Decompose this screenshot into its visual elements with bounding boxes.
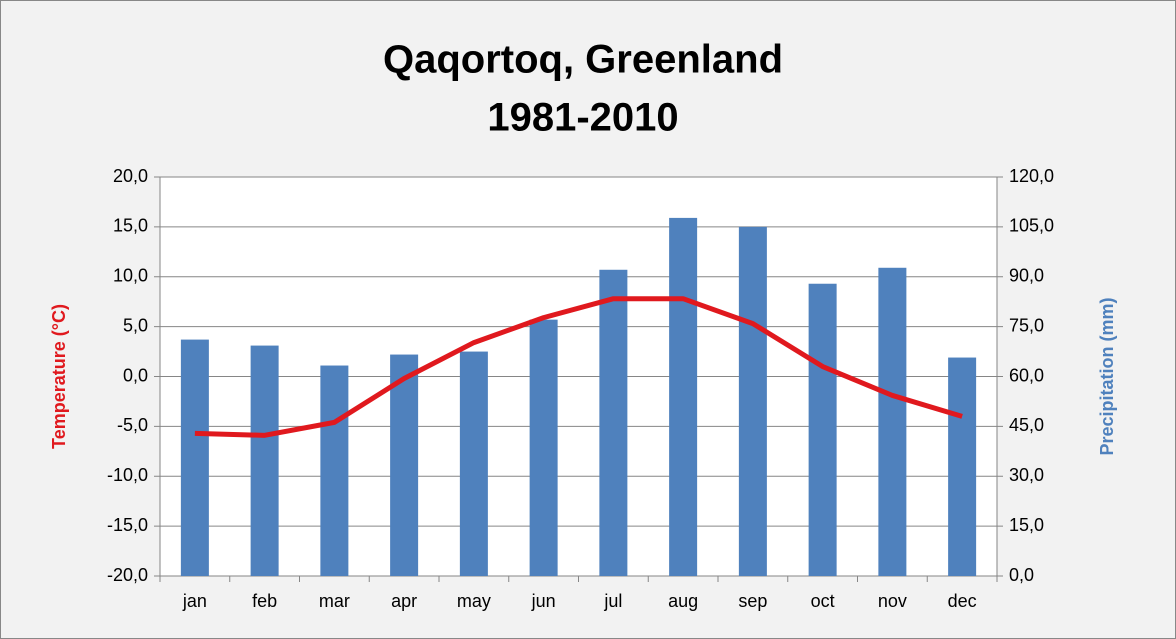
x-tick-label: aug: [668, 591, 698, 611]
bar: [320, 365, 349, 576]
y-tick-label: -15,0: [107, 515, 148, 535]
bar: [180, 339, 209, 576]
chart-title: Qaqortoq, Greenland: [383, 38, 783, 82]
bar: [738, 226, 767, 576]
x-tick-label: dec: [948, 591, 977, 611]
y2-tick-label: 15,0: [1009, 515, 1044, 535]
bar: [878, 267, 907, 576]
bar: [529, 319, 558, 576]
bar: [390, 354, 419, 576]
y-tick-label: 0,0: [123, 365, 148, 385]
y-tick-label: -5,0: [117, 415, 148, 435]
y2-tick-label: 75,0: [1009, 315, 1044, 335]
y-axis-title: Temperature (°C): [49, 304, 69, 449]
line: [194, 296, 963, 438]
x-tick-label: oct: [811, 591, 835, 611]
y-tick-label: 15,0: [113, 216, 148, 236]
y-tick-label: -20,0: [107, 565, 148, 585]
x-tick-label: may: [457, 591, 491, 611]
x-tick-label: jun: [531, 591, 556, 611]
x-tick-label: nov: [878, 591, 907, 611]
y2-tick-label: 60,0: [1009, 365, 1044, 385]
y-tick-label: -10,0: [107, 465, 148, 485]
bar: [250, 345, 279, 576]
y-tick-label: 5,0: [123, 315, 148, 335]
x-tick-label: sep: [738, 591, 767, 611]
y2-tick-label: 0,0: [1009, 565, 1034, 585]
y2-axis-title: Precipitation (mm): [1097, 297, 1117, 455]
y2-tick-label: 90,0: [1009, 266, 1044, 286]
y-tick-label: 20,0: [113, 166, 148, 186]
x-tick-label: apr: [391, 591, 417, 611]
y2-tick-label: 45,0: [1009, 415, 1044, 435]
bar: [669, 217, 698, 576]
x-tick-label: mar: [319, 591, 350, 611]
x-tick-label: feb: [252, 591, 277, 611]
chart-title: 1981-2010: [487, 96, 678, 140]
x-tick-label: jan: [182, 591, 207, 611]
bar: [599, 269, 628, 576]
y2-tick-label: 120,0: [1009, 166, 1054, 186]
bar: [459, 351, 488, 576]
y-tick-label: 10,0: [113, 266, 148, 286]
y2-tick-label: 105,0: [1009, 216, 1054, 236]
x-tick-label: jul: [603, 591, 622, 611]
bar: [808, 283, 837, 576]
y2-tick-label: 30,0: [1009, 465, 1044, 485]
bar: [948, 357, 977, 576]
